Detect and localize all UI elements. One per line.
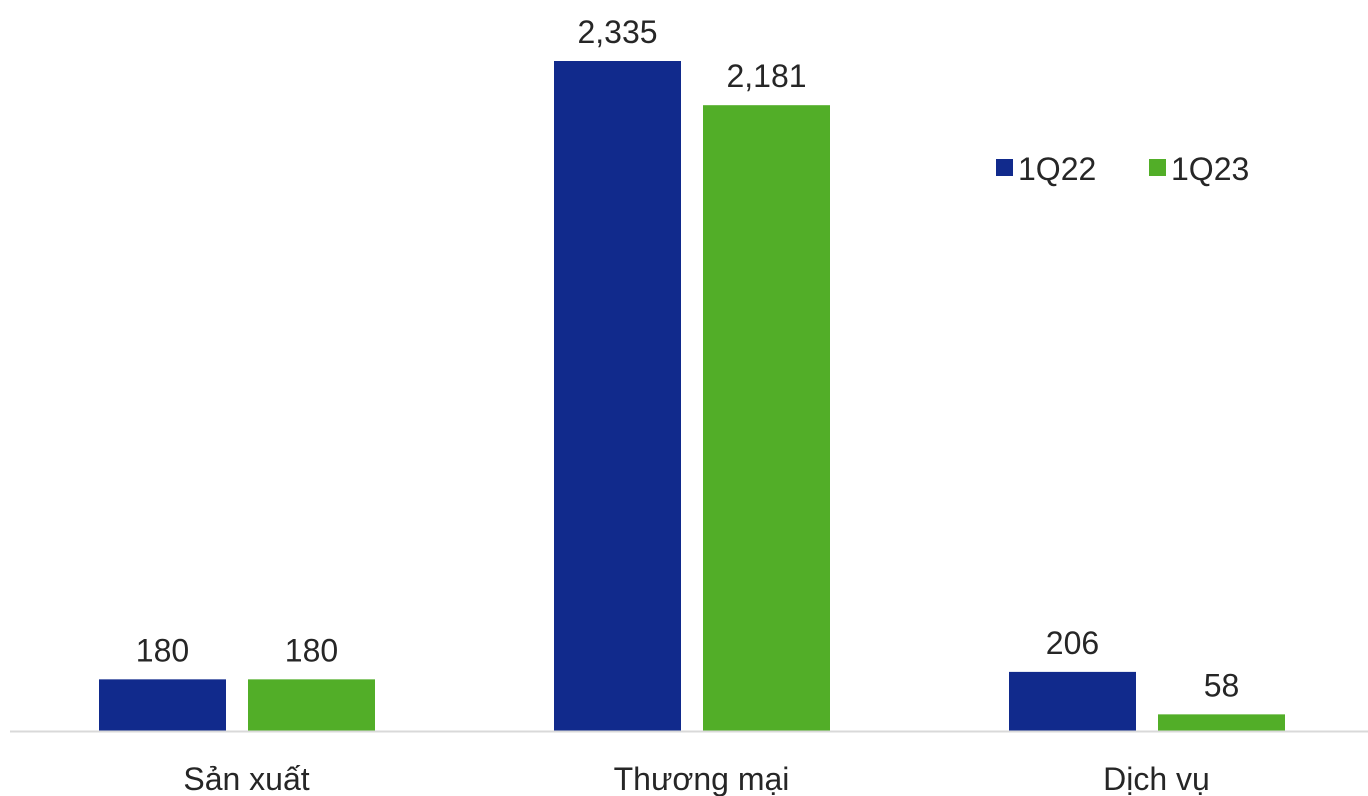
data-label-1Q22-0: 180 <box>136 632 189 668</box>
category-label-1: Thương mại <box>614 761 790 796</box>
bar-1Q23-2 <box>1158 714 1285 731</box>
data-label-1Q23-0: 180 <box>285 632 338 668</box>
legend-label-1Q22: 1Q22 <box>1018 151 1096 187</box>
legend-label-1Q23: 1Q23 <box>1171 151 1249 187</box>
data-label-1Q22-1: 2,335 <box>577 14 657 50</box>
category-label-0: Sản xuất <box>183 761 309 796</box>
category-label-2: Dịch vụ <box>1103 761 1210 796</box>
bar-1Q23-0 <box>248 679 375 731</box>
bar-1Q22-0 <box>99 679 226 731</box>
bar-1Q23-1 <box>703 105 830 732</box>
data-label-1Q22-2: 206 <box>1046 625 1099 661</box>
bars-layer <box>99 61 1285 732</box>
legend-swatch-1Q22 <box>996 159 1013 176</box>
bar-1Q22-2 <box>1009 671 1136 731</box>
value-labels-layer: 180 180 2,335 2,181 206 58 <box>136 14 1239 703</box>
bar-1Q22-1 <box>554 61 681 731</box>
data-label-1Q23-2: 58 <box>1204 667 1240 703</box>
legend-swatch-1Q23 <box>1149 159 1166 176</box>
data-label-1Q23-1: 2,181 <box>726 58 806 94</box>
category-labels-layer: Sản xuất Thương mại Dịch vụ <box>183 761 1210 796</box>
legend: 1Q22 1Q23 <box>996 151 1249 187</box>
